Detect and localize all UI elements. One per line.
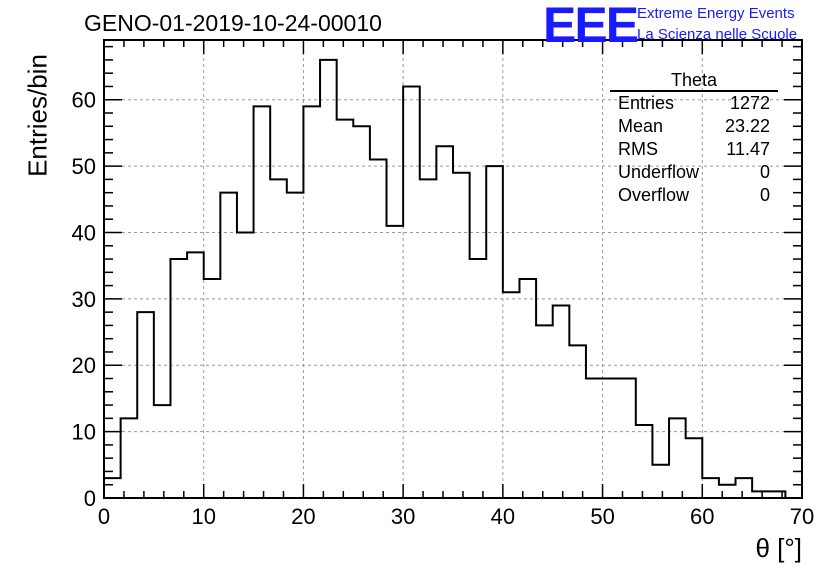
eee-logo: EEE <box>543 0 639 53</box>
statistics-box: Theta Entries 1272 Mean 23.22 RMS 11.47 … <box>610 70 778 207</box>
y-tick-label: 20 <box>72 353 96 378</box>
x-tick-label: 0 <box>98 504 110 529</box>
stats-label: Overflow <box>618 185 690 205</box>
axis-ticks <box>103 40 803 499</box>
x-tick-label: 40 <box>491 504 515 529</box>
x-tick-label: 70 <box>790 504 814 529</box>
stats-value: 0 <box>759 162 770 182</box>
stats-row-underflow: Underflow 0 <box>610 161 778 184</box>
x-axis-tick-labels: 0 10 20 30 40 50 60 70 <box>98 504 814 529</box>
stats-label: Underflow <box>618 162 700 182</box>
logo-subtitle-line1: Extreme Energy Events <box>637 5 795 22</box>
stats-label: Entries <box>618 93 675 113</box>
y-axis-label: Entries/bin <box>22 54 53 177</box>
stats-row-overflow: Overflow 0 <box>610 184 778 207</box>
y-tick-label: 60 <box>72 88 96 113</box>
y-tick-label: 50 <box>72 154 96 179</box>
stats-value: 11.47 <box>726 139 770 159</box>
stats-value: 0 <box>759 185 770 205</box>
stats-row-mean: Mean 23.22 <box>610 115 778 138</box>
stats-label: RMS <box>618 139 658 159</box>
stats-row-rms: RMS 11.47 <box>610 138 778 161</box>
stats-row-entries: Entries 1272 <box>610 92 778 115</box>
y-tick-label: 0 <box>84 486 96 511</box>
y-tick-label: 30 <box>72 287 96 312</box>
x-tick-label: 60 <box>690 504 714 529</box>
y-tick-label: 10 <box>72 420 96 445</box>
stats-title: Theta <box>610 70 778 92</box>
y-tick-label: 40 <box>72 220 96 245</box>
x-tick-label: 20 <box>291 504 315 529</box>
x-axis-label: θ [°] <box>755 533 802 563</box>
x-tick-label: 50 <box>590 504 614 529</box>
logo-subtitle-line2: La Scienza nelle Scuole <box>637 26 798 43</box>
chart-title: GENO-01-2019-10-24-00010 <box>84 10 382 36</box>
x-tick-label: 10 <box>191 504 215 529</box>
stats-value: 23.22 <box>724 116 770 136</box>
stats-label: Mean <box>618 116 664 136</box>
x-tick-label: 30 <box>391 504 415 529</box>
histogram-series <box>103 58 802 499</box>
y-axis-tick-labels: 0 10 20 30 40 50 60 <box>72 88 96 511</box>
plot-frame <box>103 39 803 499</box>
stats-value: 1272 <box>729 93 770 113</box>
